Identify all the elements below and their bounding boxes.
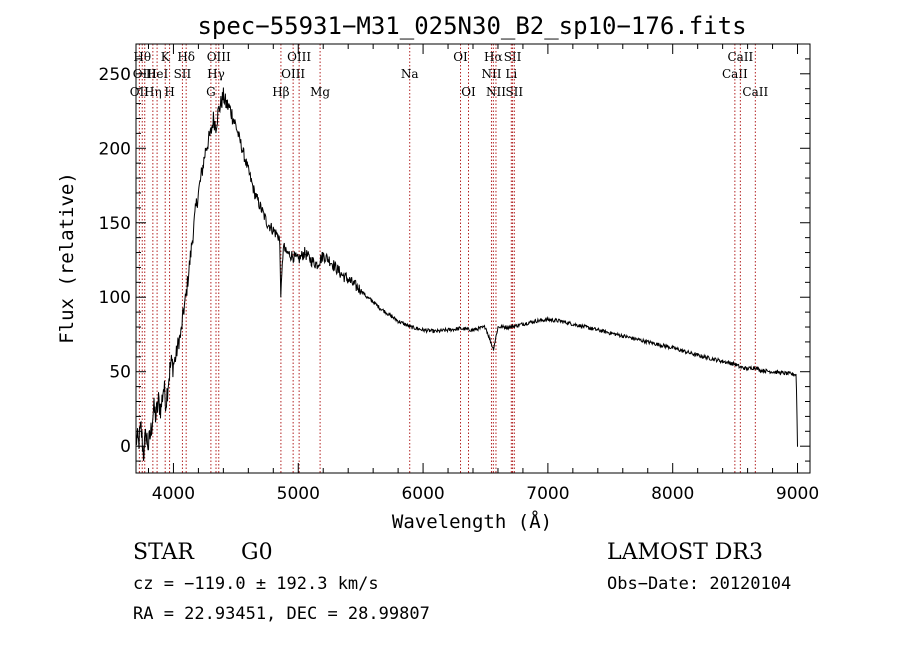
line-marker-label-3: Hη xyxy=(144,85,162,99)
y-tick-label-2: 100 xyxy=(99,288,131,308)
line-markers: HθOIIOIIIHηHeIKHSIIHδGHγOIIIHβOIIIOIIIMg… xyxy=(130,44,768,473)
y-tick-label-0: 0 xyxy=(120,437,131,457)
line-marker-label-17: OI xyxy=(453,50,468,64)
line-marker-label-8: Hδ xyxy=(177,50,195,64)
line-marker-label-24: SII xyxy=(505,85,523,99)
y-tick-label-5: 250 xyxy=(99,65,131,85)
line-marker-label-21: NII xyxy=(486,85,506,99)
y-axis-label: Flux (relative) xyxy=(56,172,78,344)
x-tick-label-4: 8000 xyxy=(651,484,694,504)
object-class: STAR xyxy=(133,540,194,565)
line-marker-label-13: OIII xyxy=(281,67,305,81)
coordinates-text: RA = 22.93451, DEC = 28.99807 xyxy=(133,604,430,624)
line-marker-label-6: H xyxy=(164,85,174,99)
spectrum-line-flux xyxy=(136,87,798,461)
plot-data xyxy=(136,87,798,461)
line-marker-label-25: CaII xyxy=(722,67,748,81)
subclass: G0 xyxy=(241,540,273,565)
x-tick-label-1: 5000 xyxy=(277,484,320,504)
x-tick-label-3: 7000 xyxy=(526,484,569,504)
obs-date-text: Obs−Date: 20120104 xyxy=(607,574,792,594)
line-marker-label-4: HeI xyxy=(146,67,169,81)
line-marker-label-16: Na xyxy=(401,67,419,81)
x-axis-label: Wavelength (Å) xyxy=(392,510,552,533)
line-marker-label-0: Hθ xyxy=(133,50,151,64)
line-marker-label-23: SII xyxy=(504,50,522,64)
line-marker-label-10: Hγ xyxy=(207,67,225,81)
survey-name: LAMOST DR3 xyxy=(607,540,763,565)
plot-frame xyxy=(135,43,811,474)
line-marker-label-27: CaII xyxy=(742,85,768,99)
line-marker-label-11: OIII xyxy=(207,50,231,64)
line-marker-label-14: OIII xyxy=(287,50,311,64)
x-tick-label-0: 4000 xyxy=(152,484,195,504)
y-tick-label-4: 200 xyxy=(99,139,131,159)
line-marker-label-1: OII xyxy=(130,85,150,99)
y-tick-label-3: 150 xyxy=(99,214,131,234)
line-marker-label-18: OI xyxy=(461,85,476,99)
line-marker-label-5: K xyxy=(161,50,171,64)
x-tick-label-5: 9000 xyxy=(776,484,819,504)
chart-title: spec−55931−M31_025N30_B2_sp10−176.fits xyxy=(197,12,746,40)
line-marker-label-15: Mg xyxy=(310,85,330,99)
line-marker-label-19: NII xyxy=(481,67,501,81)
line-marker-label-7: SII xyxy=(174,67,192,81)
axes: 4000 5000 6000 7000 8000 9000 0 50 100 150 200 250 xyxy=(99,44,819,504)
line-marker-label-20: Hα xyxy=(484,50,503,64)
redshift-text: cz = −119.0 ± 192.3 km/s xyxy=(133,574,379,594)
line-marker-label-12: Hβ xyxy=(272,85,289,99)
x-tick-label-2: 6000 xyxy=(401,484,444,504)
y-tick-label-1: 50 xyxy=(109,363,131,383)
line-marker-label-9: G xyxy=(206,85,216,99)
line-marker-label-26: CaII xyxy=(727,50,753,64)
line-marker-label-22: Li xyxy=(505,67,517,81)
